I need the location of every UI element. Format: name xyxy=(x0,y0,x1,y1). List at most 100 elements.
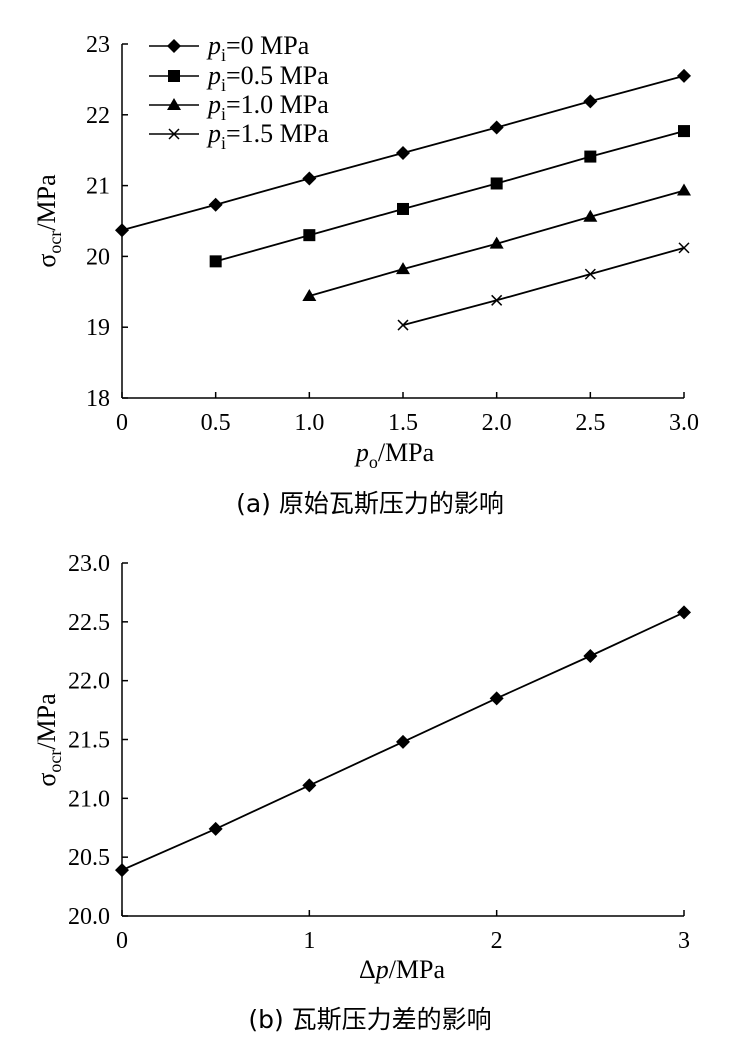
chart-b-x-label: Δp/MPa xyxy=(359,955,446,984)
square-marker-icon xyxy=(168,70,180,82)
data-point-3-3 xyxy=(678,242,690,254)
x-label-main: Δ xyxy=(359,955,376,984)
data-point-0-2 xyxy=(302,778,317,793)
svg-text:pi=1.0 MPa: pi=1.0 MPa xyxy=(206,90,329,124)
series-line-3 xyxy=(402,247,685,326)
y-tick-label: 22.5 xyxy=(68,610,110,636)
chart-a-y-label: σocr/MPa xyxy=(32,174,65,268)
data-point-0-3 xyxy=(396,734,410,749)
svg-text:pi=1.5 MPa: pi=1.5 MPa xyxy=(206,119,329,153)
y-label-sub: ocr xyxy=(45,231,65,254)
chart-a-caption: (a) 原始瓦斯压力的影响 xyxy=(236,489,504,518)
y-tick-label: 23.0 xyxy=(68,551,110,577)
legend-label-sub: i xyxy=(221,104,226,124)
y-tick-label: 21.0 xyxy=(68,786,110,812)
data-point-0-1 xyxy=(208,821,223,836)
x-label-tail: /MPa xyxy=(389,955,446,984)
y-tick-label: 21.5 xyxy=(68,728,110,754)
chart-b-ticks: 20.0 20.5 21.0 21.5 22.0 22.5 23.0 0 1 2 3 xyxy=(68,551,690,954)
data-point-0-4 xyxy=(489,691,504,706)
chart-b-series xyxy=(115,605,691,878)
data-point-2-4 xyxy=(677,183,691,196)
x-tick-label: 2 xyxy=(491,928,503,954)
data-point-0-4 xyxy=(489,120,504,135)
legend-label-tail: =0.5 MPa xyxy=(226,61,329,90)
chart-a-legend: pi=0 MPa pi=0.5 MPa pi=1.0 MPa pi=1.5 MP… xyxy=(149,31,329,153)
data-point-0-1 xyxy=(208,197,223,212)
chart-b-y-label: σocr/MPa xyxy=(32,693,65,787)
x-tick-label: 0 xyxy=(116,410,128,436)
chart-b: 20.0 20.5 21.0 21.5 22.0 22.5 23.0 0 1 2 3 σocr/MP… xyxy=(32,551,691,1034)
y-tick-label: 21 xyxy=(86,174,110,200)
y-label-main: σ xyxy=(32,254,61,268)
data-point-3-0 xyxy=(397,319,409,331)
x-tick-label: 0.5 xyxy=(201,410,231,436)
series-line-1 xyxy=(215,130,685,263)
x-label-sub: o xyxy=(369,452,378,472)
legend-item-pi05: pi=0.5 MPa xyxy=(149,61,329,95)
svg-text:pi=0.5 MPa: pi=0.5 MPa xyxy=(206,61,329,95)
x-tick-label: 3.0 xyxy=(669,410,699,436)
legend-label-main: p xyxy=(206,119,221,148)
y-tick-label: 20.0 xyxy=(68,904,110,930)
y-label-tail: /MPa xyxy=(32,174,61,231)
data-point-0-2 xyxy=(302,171,317,186)
y-label-sub: ocr xyxy=(45,750,65,773)
y-tick-label: 19 xyxy=(86,315,110,341)
legend-label-tail: =1.5 MPa xyxy=(226,119,329,148)
x-tick-label: 0 xyxy=(116,928,128,954)
data-point-2-2 xyxy=(489,236,504,249)
data-point-3-1 xyxy=(491,294,503,306)
data-point-1-5 xyxy=(678,125,690,138)
x-label-main: p xyxy=(354,438,369,467)
data-point-1-3 xyxy=(490,177,503,190)
data-point-3-2 xyxy=(584,268,596,280)
y-tick-label: 22 xyxy=(86,103,110,129)
x-tick-label: 3 xyxy=(678,928,690,954)
legend-label-main: p xyxy=(206,31,221,60)
x-marker-icon xyxy=(168,128,180,140)
legend-label-sub: i xyxy=(221,45,226,65)
chart-b-caption: (b) 瓦斯压力差的影响 xyxy=(248,1005,491,1034)
data-point-0-0 xyxy=(115,863,129,878)
data-point-2-0 xyxy=(302,289,317,302)
legend-item-pi15: pi=1.5 MPa xyxy=(149,119,329,153)
svg-text:pi=0 MPa: pi=0 MPa xyxy=(206,31,310,65)
legend-item-pi0: pi=0 MPa xyxy=(149,31,310,65)
x-label-ital: p xyxy=(374,955,389,984)
legend-label-main: p xyxy=(206,90,221,119)
y-tick-label: 20 xyxy=(86,244,110,270)
data-point-1-0 xyxy=(209,255,222,268)
legend-label-sub: i xyxy=(221,133,226,153)
data-point-0-0 xyxy=(115,223,129,238)
y-tick-label: 18 xyxy=(86,386,110,412)
y-tick-label: 20.5 xyxy=(68,845,110,871)
diamond-marker-icon xyxy=(167,39,181,53)
triangle-marker-icon xyxy=(167,98,181,110)
data-point-0-6 xyxy=(677,68,691,83)
chart-a-x-label: po/MPa xyxy=(354,438,435,472)
x-tick-label: 1.0 xyxy=(294,410,324,436)
data-point-2-3 xyxy=(583,209,598,222)
legend-label-tail: =0 MPa xyxy=(226,31,310,60)
data-point-0-6 xyxy=(677,605,691,620)
x-label-tail: /MPa xyxy=(378,438,435,467)
y-label-tail: /MPa xyxy=(32,693,61,750)
x-tick-label: 1 xyxy=(303,928,315,954)
legend-item-pi10: pi=1.0 MPa xyxy=(149,90,329,124)
data-point-0-3 xyxy=(396,146,410,161)
chart-a-series xyxy=(115,68,691,331)
x-tick-label: 1.5 xyxy=(388,410,418,436)
chart-a-ticks: 18 19 20 21 22 23 0 0.5 1.0 1.5 2.0 2.5 3.0 xyxy=(86,32,699,436)
data-point-2-1 xyxy=(396,262,410,275)
data-point-1-4 xyxy=(584,150,597,163)
data-point-1-2 xyxy=(397,202,409,215)
y-tick-label: 22.0 xyxy=(68,669,110,695)
data-point-0-5 xyxy=(583,648,598,663)
x-tick-label: 2.0 xyxy=(482,410,512,436)
data-point-0-5 xyxy=(583,94,598,109)
data-point-1-1 xyxy=(303,229,316,242)
x-tick-label: 2.5 xyxy=(575,410,605,436)
